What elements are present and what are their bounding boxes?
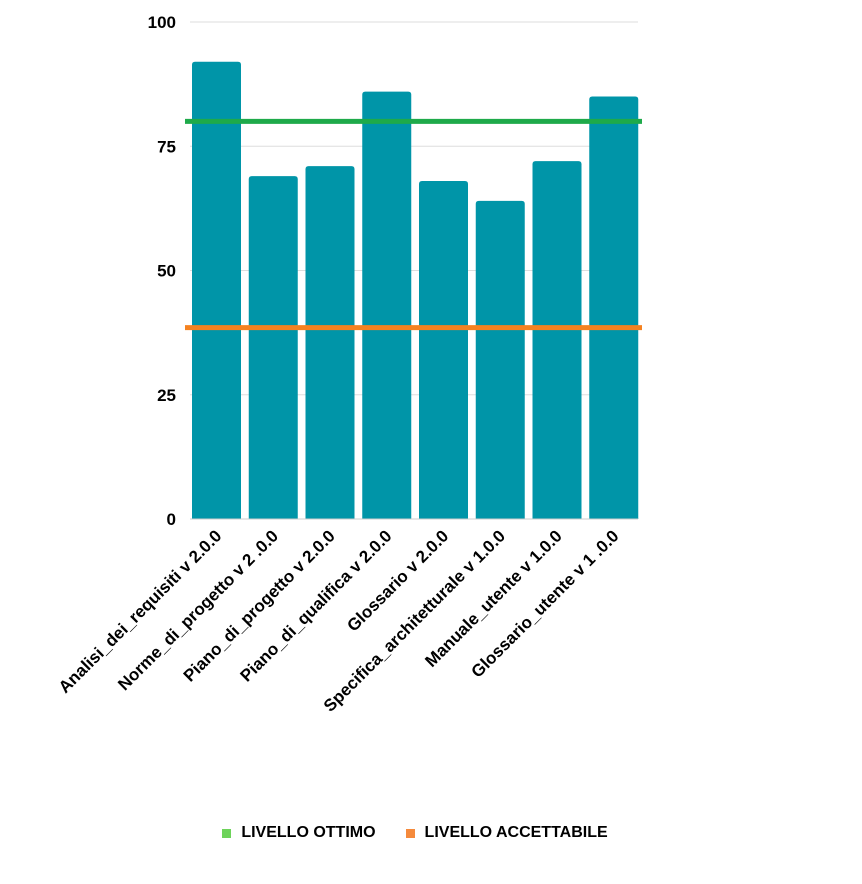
x-tick-label: Glossario v 2.0.0 <box>343 526 452 635</box>
bar <box>305 166 355 519</box>
bar-chart: 0 25 50 75 100 Analisi_dei_requisiti v 2.0.0… <box>55 13 642 716</box>
legend: LIVELLO OTTIMO LIVELLO ACCETTABILE <box>0 824 830 842</box>
y-axis-ticks: 0 25 50 75 100 <box>148 13 176 529</box>
legend-item-accettabile: LIVELLO ACCETTABILE <box>405 824 608 842</box>
y-tick-label: 0 <box>167 510 176 529</box>
bar <box>589 96 639 520</box>
y-tick-label: 50 <box>157 262 176 281</box>
bars <box>192 61 639 520</box>
bar <box>532 161 582 519</box>
legend-label-ottimo: LIVELLO OTTIMO <box>241 824 376 841</box>
y-tick-label: 75 <box>157 137 176 156</box>
legend-swatch-ottimo <box>222 828 232 838</box>
x-axis-labels: Analisi_dei_requisiti v 2.0.0Norme_di_pr… <box>55 526 623 715</box>
legend-item-ottimo: LIVELLO OTTIMO <box>222 824 376 842</box>
legend-swatch-accettabile <box>405 828 415 838</box>
bar <box>248 176 298 519</box>
bar <box>192 61 241 519</box>
legend-label-accettabile: LIVELLO ACCETTABILE <box>424 824 608 841</box>
bar <box>419 181 468 520</box>
y-tick-label: 25 <box>157 386 176 405</box>
bar <box>475 200 525 520</box>
reference-lines <box>185 118 642 331</box>
bar <box>362 91 412 519</box>
y-tick-label: 100 <box>148 13 176 32</box>
